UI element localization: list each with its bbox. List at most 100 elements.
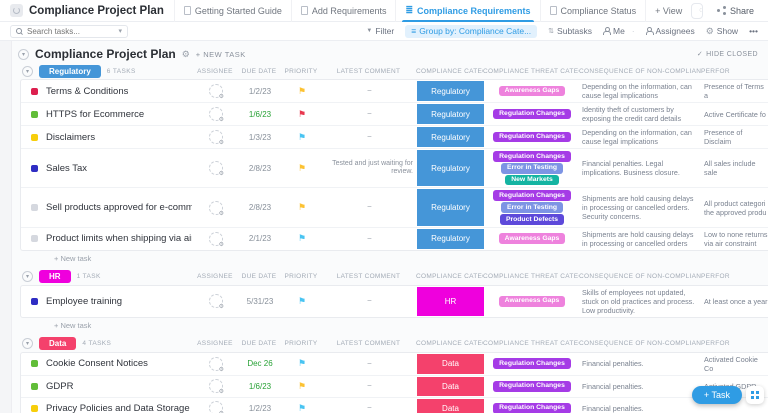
tab-getting-started-guide[interactable]: Getting Started Guide	[173, 0, 291, 22]
threat-pill[interactable]: Awareness Gaps	[498, 85, 566, 97]
assignee-placeholder[interactable]	[209, 294, 224, 311]
compliance-category-cell[interactable]: Data	[417, 398, 484, 413]
task-title[interactable]: Employee training	[46, 295, 123, 307]
subtasks-button[interactable]: ⇅ Subtasks	[548, 26, 592, 36]
status-square[interactable]	[31, 204, 38, 212]
compliance-category-cell[interactable]: Regulatory	[417, 189, 484, 226]
collapse-all-icon[interactable]: ▾	[18, 48, 29, 60]
hide-closed-toggle[interactable]: ✓ HIDE CLOSED	[697, 50, 758, 59]
tab-compliance-status[interactable]: Compliance Status	[539, 0, 646, 22]
assignees-button[interactable]: Assignees	[645, 26, 695, 36]
priority-flag-icon[interactable]: ⚑	[297, 108, 307, 119]
group-status-pill[interactable]: Data	[39, 337, 77, 351]
due-date[interactable]: 5/31/23	[246, 296, 274, 306]
threat-pill[interactable]: Regulation Changes	[493, 380, 571, 392]
task-row[interactable]: Sales Tax 2/8/23 ⚑ Tested and just waiti…	[21, 148, 768, 187]
task-row[interactable]: Cookie Consent Notices Dec 26 ⚑ – Data R…	[21, 353, 768, 375]
task-title[interactable]: Disclaimers	[46, 131, 96, 143]
task-title[interactable]: GDPR	[46, 380, 74, 392]
new-task-link[interactable]: + New task	[54, 320, 92, 330]
me-filter-button[interactable]: Me ·	[603, 26, 635, 36]
group-status-pill[interactable]: Regulatory	[39, 64, 101, 78]
tab-compliance-requirements[interactable]: ≣ Compliance Requirements	[395, 0, 539, 22]
compliance-category-cell[interactable]: Regulatory	[417, 150, 484, 187]
add-task-button[interactable]: + Task	[691, 386, 742, 404]
compliance-category-cell[interactable]: Regulatory	[417, 81, 484, 101]
task-title[interactable]: Sell products approved for e-commerce	[46, 202, 192, 214]
compliance-category-cell[interactable]: Regulatory	[417, 127, 484, 147]
status-square[interactable]	[31, 360, 38, 368]
task-row[interactable]: HTTPS for Ecommerce 1/6/23 ⚑ – Regulator…	[21, 102, 768, 125]
due-date[interactable]: 2/1/23	[248, 234, 272, 244]
group-collapse-icon[interactable]: ▾	[22, 65, 33, 77]
priority-flag-icon[interactable]: ⚑	[297, 380, 307, 391]
more-options-button[interactable]: •••	[749, 26, 758, 36]
task-title[interactable]: Privacy Policies and Data Storage Disclo…	[46, 402, 192, 413]
task-row[interactable]: Privacy Policies and Data Storage Disclo…	[21, 396, 768, 413]
status-square[interactable]	[31, 404, 38, 412]
threat-pill[interactable]: Regulation Changes	[493, 402, 571, 413]
task-title[interactable]: HTTPS for Ecommerce	[46, 108, 145, 120]
due-date[interactable]: 1/2/23	[248, 86, 272, 96]
threat-pill[interactable]: Error in Testing	[500, 162, 564, 174]
threat-pill[interactable]: Awareness Gaps	[498, 233, 566, 245]
due-date[interactable]: 1/6/23	[248, 381, 272, 391]
task-title[interactable]: Cookie Consent Notices	[46, 358, 148, 370]
chevron-down-icon[interactable]: ▾	[118, 27, 122, 35]
priority-flag-icon[interactable]: ⚑	[297, 402, 307, 413]
status-square[interactable]	[31, 133, 38, 141]
tab-add-view[interactable]: + View	[645, 0, 691, 22]
priority-flag-icon[interactable]: ⚑	[297, 85, 307, 96]
due-date[interactable]: 2/8/23	[248, 163, 272, 173]
compliance-category-cell[interactable]: Regulatory	[417, 104, 484, 124]
assignee-placeholder[interactable]	[209, 356, 224, 373]
tab-add-requirements[interactable]: Add Requirements	[290, 0, 396, 22]
status-square[interactable]	[31, 382, 38, 390]
show-button[interactable]: ⚙ Show	[706, 26, 738, 37]
priority-flag-icon[interactable]: ⚑	[297, 233, 307, 244]
due-date[interactable]: Dec 26	[247, 359, 273, 369]
status-square[interactable]	[31, 297, 38, 305]
due-date[interactable]: 1/3/23	[248, 132, 272, 142]
group-by-button[interactable]: ≡ Group by: Compliance Cate...	[405, 24, 538, 38]
share-button[interactable]: Share	[711, 6, 760, 16]
due-date[interactable]: 2/8/23	[248, 203, 272, 213]
assignee-placeholder[interactable]	[209, 107, 224, 123]
status-square[interactable]	[31, 87, 38, 95]
assignee-placeholder[interactable]	[209, 200, 224, 217]
assignee-placeholder[interactable]	[209, 130, 224, 146]
task-row[interactable]: Terms & Conditions 1/2/23 ⚑ – Regulatory…	[21, 80, 768, 102]
filter-button[interactable]: ▼ Filter	[366, 26, 394, 36]
priority-flag-icon[interactable]: ⚑	[297, 202, 307, 213]
priority-flag-icon[interactable]: ⚑	[297, 358, 307, 369]
priority-flag-icon[interactable]: ⚑	[297, 131, 307, 142]
compliance-category-cell[interactable]: Data	[417, 353, 484, 374]
priority-flag-icon[interactable]: ⚑	[297, 295, 307, 306]
compliance-category-cell[interactable]: Data	[417, 376, 484, 396]
due-date[interactable]: 1/6/23	[248, 109, 272, 119]
threat-pill[interactable]: Regulation Changes	[493, 190, 571, 202]
status-square[interactable]	[31, 164, 38, 172]
task-row[interactable]: Employee training 5/31/23 ⚑ – HR Awarene…	[21, 286, 768, 317]
task-row[interactable]: Disclaimers 1/3/23 ⚑ – Regulatory Regula…	[21, 125, 768, 148]
status-square[interactable]	[31, 235, 38, 243]
gear-icon[interactable]: ⚙	[181, 48, 190, 59]
threat-pill[interactable]: Regulation Changes	[493, 358, 571, 370]
threat-pill[interactable]: Regulation Changes	[493, 108, 571, 120]
assignee-placeholder[interactable]	[209, 231, 224, 248]
task-title[interactable]: Sales Tax	[46, 162, 88, 174]
task-row[interactable]: Sell products approved for e-commerce 2/…	[21, 187, 768, 226]
task-title[interactable]: Terms & Conditions	[46, 85, 129, 97]
threat-pill[interactable]: Awareness Gaps	[498, 295, 566, 307]
status-square[interactable]	[31, 110, 38, 118]
group-collapse-icon[interactable]: ▾	[22, 271, 33, 283]
compliance-category-cell[interactable]: Regulatory	[417, 228, 484, 249]
automate-button[interactable]: ◌ Automate	[692, 4, 702, 18]
threat-pill[interactable]: Regulation Changes	[493, 151, 571, 162]
group-collapse-icon[interactable]: ▾	[22, 338, 33, 350]
threat-pill[interactable]: Regulation Changes	[493, 131, 571, 143]
compliance-category-cell[interactable]: HR	[417, 286, 484, 316]
assignee-placeholder[interactable]	[209, 401, 224, 413]
task-row[interactable]: GDPR 1/6/23 ⚑ – Data Regulation Changes …	[21, 374, 768, 397]
task-title[interactable]: Product limits when shipping via air	[46, 233, 192, 245]
